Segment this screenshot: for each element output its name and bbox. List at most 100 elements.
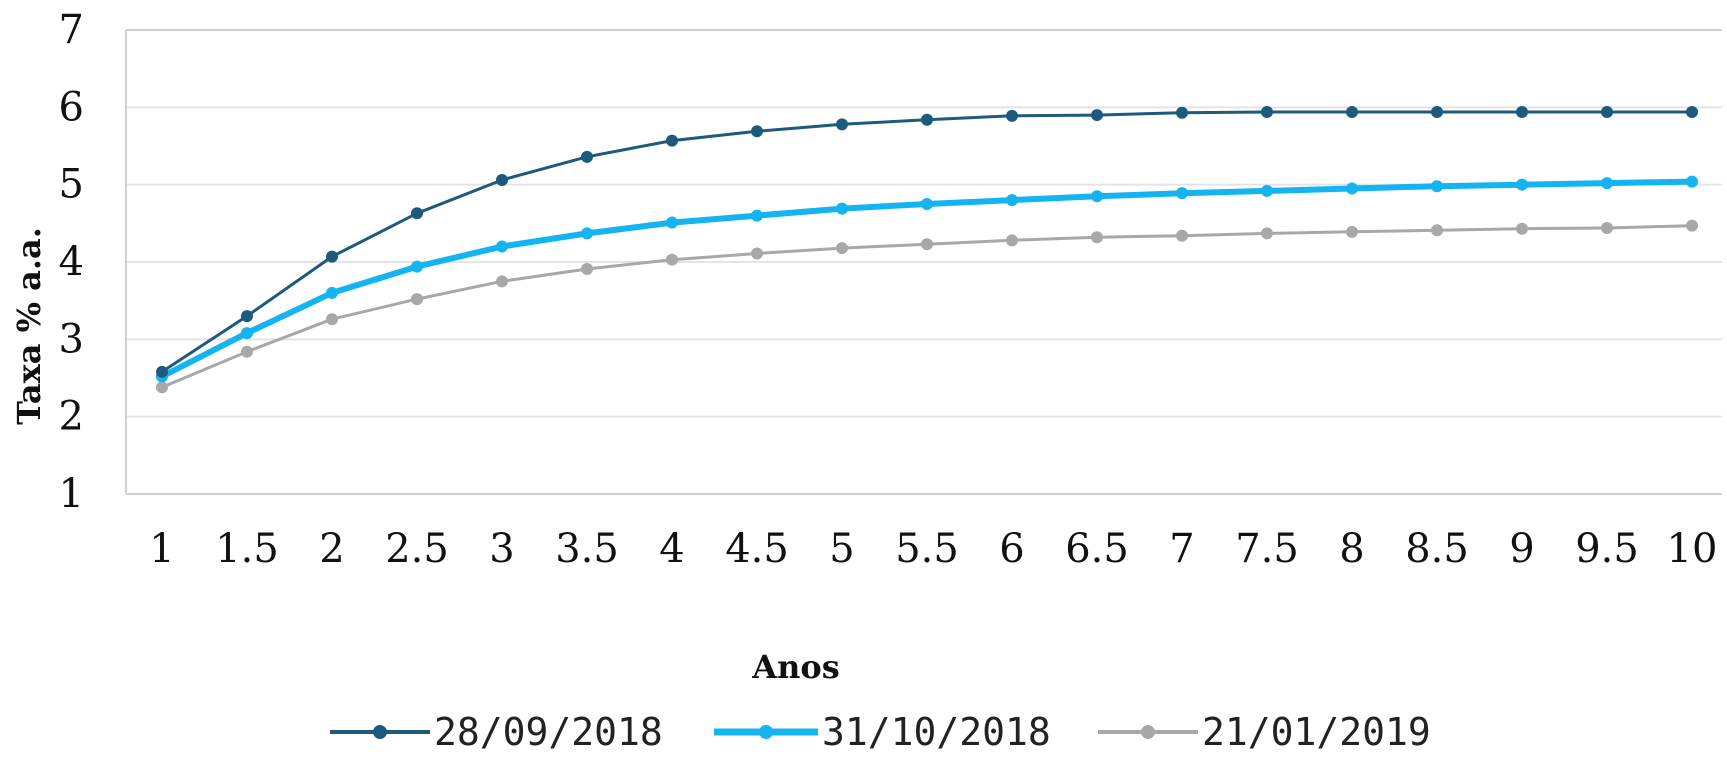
x-tick-label: 3.5: [555, 526, 619, 572]
series-point: [581, 262, 593, 275]
series-point: [921, 238, 933, 251]
series-point: [1516, 178, 1528, 191]
x-tick-label: 2.5: [385, 526, 449, 572]
series-point: [1091, 231, 1103, 244]
series-point: [1261, 184, 1273, 197]
series-point: [241, 345, 253, 358]
series-point: [326, 313, 338, 326]
series-point: [836, 242, 848, 255]
series-point: [1006, 234, 1018, 247]
series-point: [1516, 222, 1528, 235]
series-point: [1006, 194, 1018, 207]
legend-label: 21/01/2019: [1202, 710, 1431, 754]
series-point: [1601, 105, 1613, 118]
x-tick-label: 6.5: [1065, 526, 1129, 572]
legend-label: 28/09/2018: [434, 710, 663, 754]
series-point: [1346, 225, 1358, 238]
series-0: [156, 105, 1698, 378]
x-tick-label: 5: [829, 526, 854, 572]
y-tick-label: 6: [59, 84, 84, 130]
x-tick-label: 4.5: [725, 526, 789, 572]
series-point: [836, 118, 848, 131]
y-tick-label: 3: [59, 316, 84, 362]
x-tick-label: 9.5: [1575, 526, 1639, 572]
series-point: [1006, 109, 1018, 122]
x-tick-label: 9: [1509, 526, 1534, 572]
series-point: [921, 113, 933, 126]
x-tick-label: 6: [999, 526, 1024, 572]
series-point: [1686, 175, 1698, 188]
y-axis-title: Taxa % a.a.: [10, 227, 48, 425]
series-point: [1346, 105, 1358, 118]
legend: 28/09/2018 31/10/2018 21/01/2019: [330, 710, 1431, 754]
series-point: [1176, 229, 1188, 242]
x-tick-label: 7.5: [1235, 526, 1299, 572]
x-tick-label: 10: [1667, 526, 1718, 572]
series-point: [1091, 190, 1103, 203]
series-point: [1091, 109, 1103, 122]
y-tick-label: 2: [59, 394, 84, 440]
series-layer: [156, 105, 1698, 394]
series-point: [751, 247, 763, 260]
series-point: [241, 327, 253, 340]
series-point: [751, 125, 763, 138]
x-tick-label: 4: [659, 526, 684, 572]
series-point: [1431, 105, 1443, 118]
series-point: [1261, 105, 1273, 118]
x-tick-label: 5.5: [895, 526, 959, 572]
y-tick-label: 7: [59, 7, 84, 53]
series-point: [1176, 187, 1188, 200]
series-point: [411, 260, 423, 273]
legend-swatch-marker: [1141, 725, 1155, 739]
x-axis-title: Anos: [751, 648, 839, 686]
x-tick-label: 8: [1339, 526, 1364, 572]
x-tick-label: 3: [489, 526, 514, 572]
series-2: [156, 219, 1698, 394]
series-point: [581, 150, 593, 163]
x-tick-label: 8.5: [1405, 526, 1469, 572]
legend-item: 21/01/2019: [1098, 710, 1431, 754]
series-point: [241, 310, 253, 323]
series-point: [581, 227, 593, 240]
legend-swatch-marker: [373, 725, 387, 739]
series-point: [411, 207, 423, 220]
series-1: [156, 175, 1698, 383]
legend-label: 31/10/2018: [822, 710, 1051, 754]
series-point: [496, 240, 508, 253]
series-point: [666, 253, 678, 266]
legend-swatch-marker: [759, 725, 773, 739]
series-point: [1176, 106, 1188, 119]
legend-item: 28/09/2018: [330, 710, 663, 754]
series-point: [666, 134, 678, 147]
y-tick-label: 1: [59, 471, 84, 517]
legend-item: 31/10/2018: [714, 710, 1051, 754]
series-point: [666, 216, 678, 229]
series-point: [751, 209, 763, 222]
y-axis-ticks: 1 2 3 4 5 6 7: [59, 7, 84, 517]
series-point: [1346, 182, 1358, 195]
series-point: [836, 202, 848, 215]
series-point: [496, 174, 508, 187]
series-point: [156, 381, 168, 394]
x-tick-label: 1: [149, 526, 174, 572]
series-point: [1431, 180, 1443, 193]
y-tick-label: 5: [59, 162, 84, 208]
series-point: [326, 250, 338, 263]
series-point: [326, 286, 338, 299]
y-tick-label: 4: [59, 239, 84, 285]
series-point: [1686, 219, 1698, 232]
x-tick-label: 7: [1169, 526, 1194, 572]
series-point: [1601, 177, 1613, 190]
series-point: [1431, 224, 1443, 237]
x-tick-label: 1.5: [215, 526, 279, 572]
series-point: [921, 198, 933, 210]
series-point: [1516, 105, 1528, 118]
plot-frame: [125, 29, 1722, 495]
series-point: [1601, 221, 1613, 234]
x-axis-ticks: 1 1.5 2 2.5 3 3.5 4 4.5 5 5.5 6 6.5 7 7.5 8 8.5 9 9.5 10: [149, 526, 1717, 572]
series-point: [496, 275, 508, 288]
series-point: [1686, 105, 1698, 118]
series-point: [156, 365, 168, 378]
